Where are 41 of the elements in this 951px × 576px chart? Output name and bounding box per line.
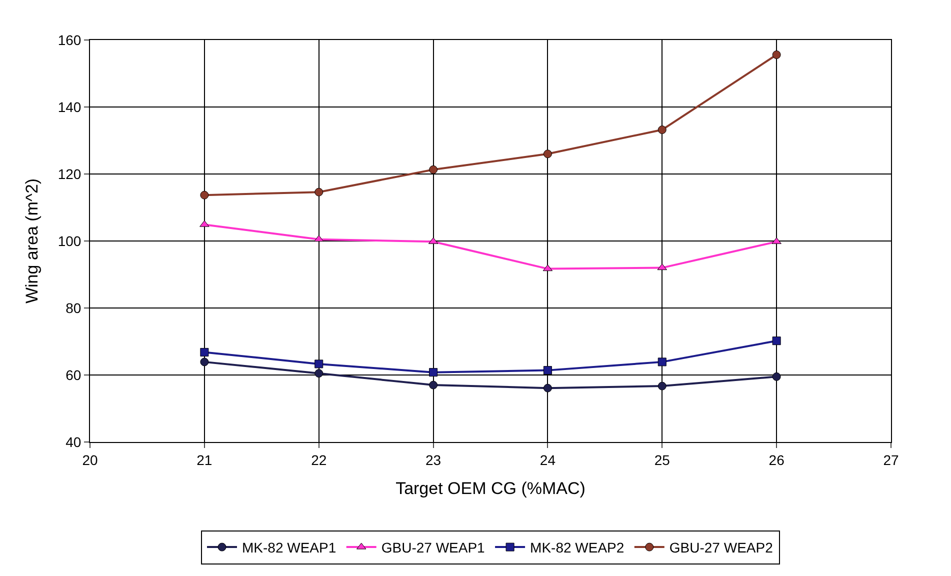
point — [772, 50, 781, 59]
x-axis-title: Target OEM CG (%MAC) — [396, 479, 586, 498]
point — [543, 150, 552, 158]
y-tick-label: 120 — [58, 166, 82, 182]
x-tick-label: 22 — [311, 452, 327, 468]
y-tick-label: 140 — [58, 98, 82, 115]
x-tick-label: 27 — [883, 452, 899, 468]
point — [658, 126, 666, 134]
point — [543, 384, 552, 392]
point — [200, 358, 209, 366]
x-tick-label: 23 — [426, 452, 442, 468]
y-tick-label: 60 — [66, 366, 82, 383]
legend-label: MK-82 WEAP2 — [530, 540, 624, 556]
legend-label: MK-82 WEAP1 — [242, 540, 336, 556]
x-tick-label: 20 — [82, 452, 98, 468]
point — [314, 360, 324, 368]
point — [429, 380, 438, 390]
point — [772, 237, 782, 244]
x-tick-label: 26 — [768, 452, 785, 468]
point — [200, 190, 209, 200]
y-tick-label: 80 — [66, 300, 82, 316]
point — [772, 336, 781, 346]
x-tick-label: 25 — [654, 452, 670, 468]
point — [658, 382, 666, 390]
point — [314, 188, 324, 196]
point — [772, 372, 781, 381]
legend-label: GBU-27 WEAP1 — [381, 540, 486, 556]
point — [429, 165, 438, 174]
y-tick-label: 40 — [66, 434, 82, 450]
point — [314, 369, 324, 378]
point — [200, 220, 210, 227]
point — [200, 348, 209, 356]
point — [429, 368, 438, 377]
x-tick-label: 21 — [196, 452, 212, 468]
point — [658, 358, 666, 366]
x-tick-label: 24 — [540, 452, 556, 468]
y-axis-title: Wing area (m^2) — [22, 178, 42, 304]
point — [543, 366, 552, 375]
y-tick-label: 100 — [58, 232, 82, 249]
y-tick-label: 160 — [58, 32, 82, 48]
legend-label: GBU-27 WEAP2 — [669, 540, 774, 556]
